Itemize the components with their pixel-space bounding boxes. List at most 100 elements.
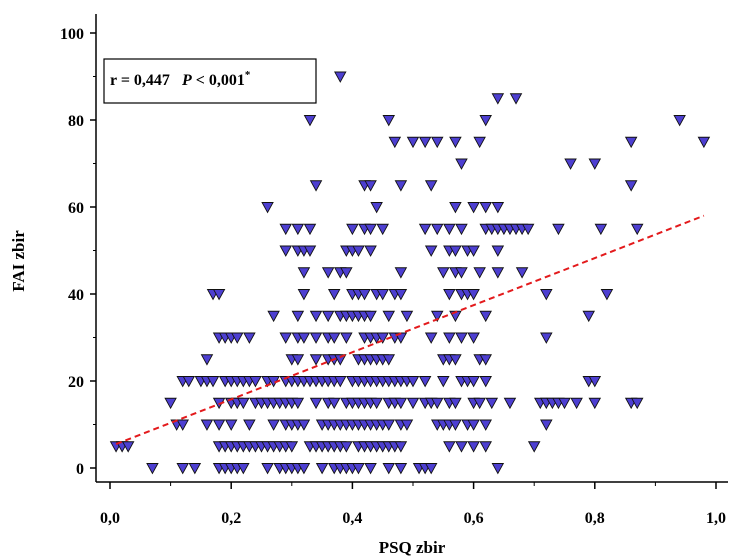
data-point [200, 419, 214, 431]
data-point [600, 289, 614, 301]
data-point [200, 354, 214, 366]
data-point [321, 267, 335, 279]
data-point [449, 397, 462, 410]
data-point [237, 463, 250, 475]
data-point [261, 202, 274, 214]
data-point [334, 354, 347, 366]
data-point [467, 332, 480, 344]
data-point [291, 397, 305, 410]
data-point [473, 136, 486, 149]
data-point [297, 463, 311, 475]
data-point [630, 223, 644, 236]
data-point [400, 310, 414, 323]
data-point [121, 441, 135, 453]
data-point [455, 441, 468, 453]
data-point [418, 136, 432, 149]
data-point [527, 441, 541, 453]
x-tick-label: 0,6 [464, 510, 484, 527]
data-point [540, 419, 553, 431]
data-point [588, 376, 602, 388]
data-point [491, 267, 505, 279]
data-point [146, 463, 159, 475]
data-point [340, 332, 353, 344]
p-asterisk: * [245, 69, 251, 81]
x-axis-title: PSQ zbir [379, 538, 446, 557]
data-point [297, 332, 311, 344]
data-point [243, 332, 256, 344]
data-point [406, 136, 420, 149]
data-point [394, 180, 408, 192]
data-point [394, 289, 408, 301]
data-point [406, 397, 420, 410]
data-point [291, 310, 305, 323]
data-point [309, 180, 323, 192]
data-point [430, 310, 444, 323]
data-point [394, 441, 408, 453]
data-point [394, 397, 408, 410]
data-point [509, 93, 523, 105]
data-point [212, 419, 226, 431]
data-point [279, 332, 293, 344]
data-point [370, 397, 383, 410]
data-point [230, 332, 244, 344]
data-point [267, 310, 280, 323]
data-point [394, 267, 408, 279]
data-point [673, 115, 686, 127]
data-point [364, 310, 377, 323]
data-point [279, 245, 293, 257]
data-point [491, 93, 505, 105]
y-axis-ticks: 0 20 40 60 80 100 [60, 26, 96, 478]
data-point [430, 136, 444, 149]
y-axis-title: FAI zbir [9, 230, 28, 292]
data-point [430, 397, 444, 410]
data-point [285, 441, 299, 453]
trend-line [115, 214, 705, 446]
data-point [370, 202, 383, 214]
data-point [455, 332, 468, 344]
data-point [491, 245, 505, 257]
data-point [327, 397, 341, 410]
data-point [624, 136, 638, 149]
data-point [261, 463, 274, 475]
data-point [443, 441, 456, 453]
p-value: < 0,001 [196, 72, 245, 89]
data-point [430, 223, 444, 236]
data-point [406, 376, 420, 388]
data-point [479, 115, 492, 127]
data-point [455, 223, 468, 236]
data-point [358, 289, 371, 301]
x-tick-label: 0,4 [342, 510, 362, 527]
y-tick-label: 20 [68, 374, 84, 391]
data-point [564, 158, 577, 170]
data-point [437, 376, 450, 388]
data-point [473, 267, 486, 279]
data-point [388, 136, 402, 149]
x-axis-ticks: 0,0 0,2 0,4 0,6 0,8 1,0 [100, 482, 726, 527]
y-tick-label: 60 [68, 200, 84, 217]
data-point [418, 223, 432, 236]
data-point [479, 376, 492, 388]
data-point [334, 376, 347, 388]
data-point [479, 441, 492, 453]
data-point [291, 354, 305, 366]
data-point [327, 332, 341, 344]
data-point [467, 289, 480, 301]
data-point [394, 463, 408, 475]
data-point [424, 332, 438, 344]
data-point [206, 376, 220, 388]
data-point [382, 115, 396, 127]
data-point [443, 289, 456, 301]
data-point [558, 397, 571, 410]
data-point [515, 267, 529, 279]
data-point [237, 397, 250, 410]
data-point [449, 419, 462, 431]
data-point [303, 245, 317, 257]
p-symbol: P [181, 72, 192, 89]
data-point [437, 267, 450, 279]
data-point [164, 397, 177, 410]
correlation-annotation: r = 0,447 P < 0,001* [103, 58, 317, 104]
data-point [455, 267, 468, 279]
data-point [479, 310, 492, 323]
data-point [340, 441, 353, 453]
